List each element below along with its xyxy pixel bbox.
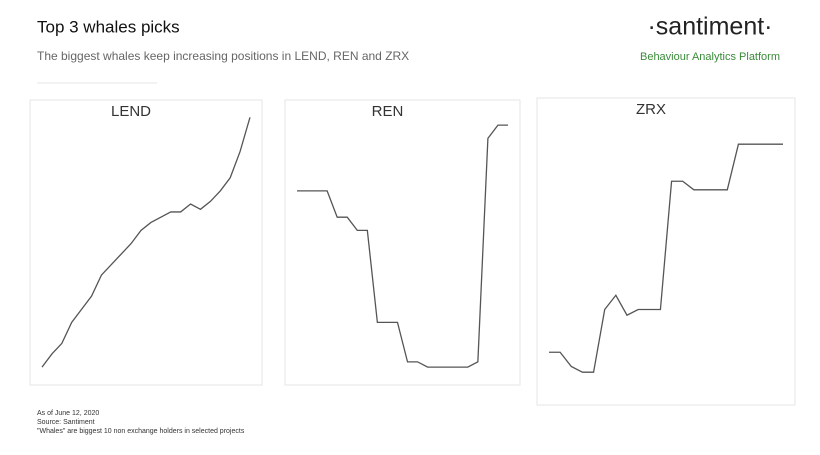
chart-panel — [29, 99, 263, 386]
series-line — [41, 117, 251, 368]
chart-title: ZRX — [636, 101, 666, 118]
chart-title: LEND — [111, 103, 151, 120]
chart-title: REN — [372, 103, 404, 120]
brand: ·santiment· — [647, 13, 772, 41]
footnote: Source: Santiment — [37, 419, 95, 426]
tagline: Behaviour Analytics Platform — [640, 51, 780, 63]
footnote: "Whales" are biggest 10 non exchange hol… — [37, 428, 245, 435]
title: Top 3 whales picks — [37, 17, 180, 36]
series-line — [549, 143, 783, 373]
series-line — [297, 124, 508, 368]
chart-panel — [284, 99, 521, 386]
footnote: As of June 12, 2020 — [37, 410, 99, 417]
subtitle: The biggest whales keep increasing posit… — [37, 49, 409, 63]
